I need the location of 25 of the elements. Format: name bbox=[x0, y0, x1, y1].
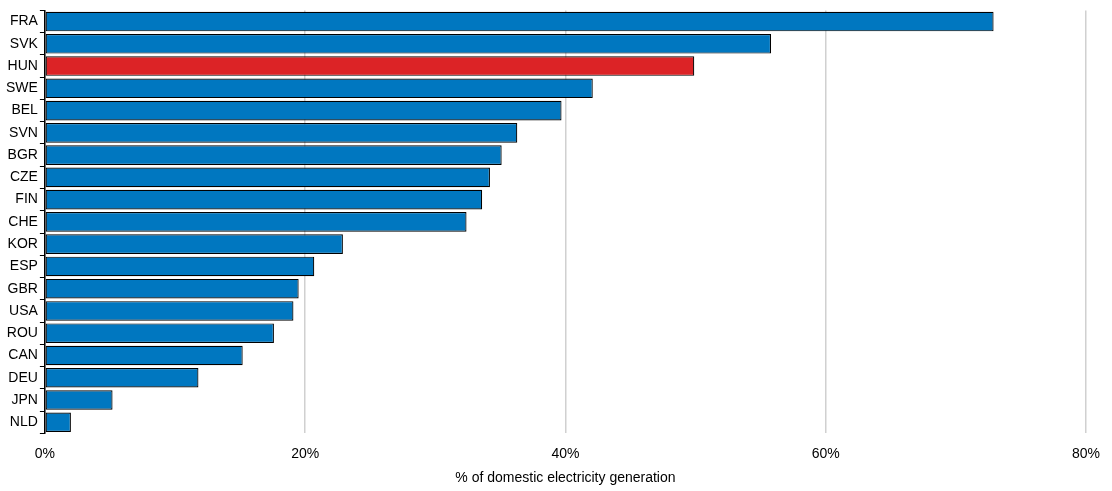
y-tick-label: BEL bbox=[11, 101, 39, 118]
y-tick-label: SVK bbox=[9, 34, 39, 51]
y-tick-label: FRA bbox=[9, 12, 39, 29]
y-tick-label: CZE bbox=[9, 168, 38, 185]
x-tick-label: 20% bbox=[291, 444, 320, 461]
y-tick-label: CAN bbox=[8, 346, 38, 363]
x-tick-label: 40% bbox=[551, 444, 580, 461]
y-tick-label: SWE bbox=[6, 79, 38, 96]
y-tick-label: BGR bbox=[7, 145, 38, 162]
x-axis-title: % of domestic electricity generation bbox=[455, 469, 676, 486]
x-tick-label: 60% bbox=[811, 444, 840, 461]
y-tick-label: GBR bbox=[7, 279, 38, 296]
y-tick-label: SVN bbox=[9, 123, 38, 140]
y-tick-label: USA bbox=[9, 301, 39, 318]
y-tick-label: KOR bbox=[7, 235, 38, 252]
y-tick-label: NLD bbox=[9, 413, 38, 430]
y-tick-label: ROU bbox=[6, 324, 38, 341]
y-tick-label: ESP bbox=[9, 257, 38, 274]
y-tick-label: JPN bbox=[11, 390, 38, 407]
x-tick-label: 80% bbox=[1071, 444, 1101, 461]
y-tick-label: CHE bbox=[8, 212, 38, 229]
y-tick-label: FIN bbox=[15, 190, 38, 207]
x-tick-label: 0% bbox=[34, 444, 56, 461]
y-tick-label: HUN bbox=[7, 56, 38, 73]
y-tick-label: DEU bbox=[8, 368, 38, 385]
